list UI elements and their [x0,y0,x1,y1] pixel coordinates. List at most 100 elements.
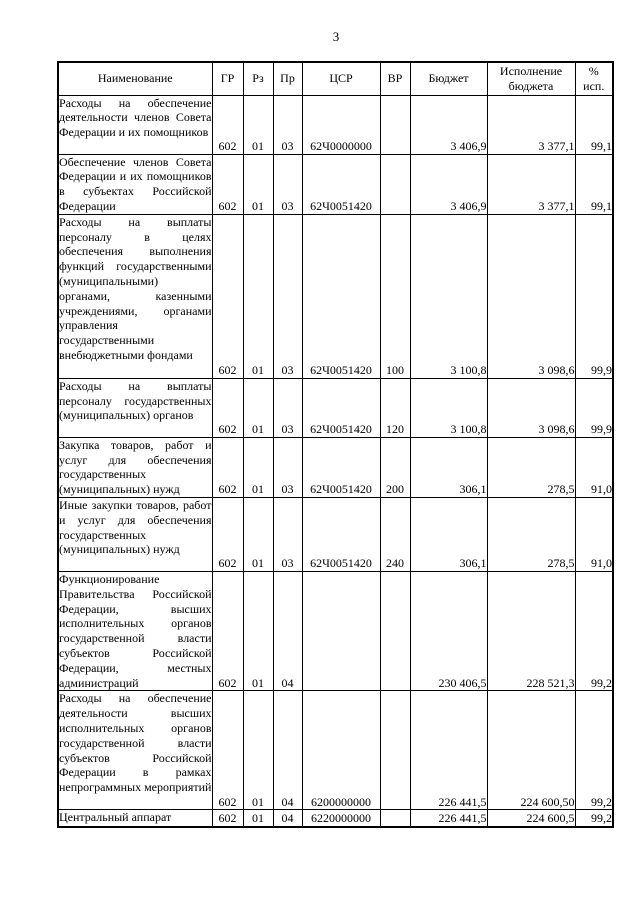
cell-percent: 99,2 [574,809,614,828]
cell-vr [379,809,411,828]
header-rz: Рз [242,61,274,96]
cell-name: Расходы на обеспечение деятельности высш… [57,690,213,811]
table-header-row: Наименование ГР Рз Пр ЦСР ВР Бюджет Испо… [57,61,614,96]
cell-execution: 3 098,6 [486,213,576,379]
cell-pr: 04 [272,809,303,828]
cell-pr: 04 [272,690,303,811]
cell-percent: 99,1 [574,153,614,215]
cell-vr [379,570,411,692]
table-row: Закупка товаров, работ и услуг для обесп… [57,436,614,498]
cell-name: Иные закупки товаров, работ и услуг для … [57,496,213,572]
cell-execution: 228 521,3 [486,570,576,692]
cell-rz: 01 [242,690,274,811]
cell-csr: 62Ч0051420 [301,377,381,438]
cell-gr: 602 [211,213,244,379]
budget-execution-table: Наименование ГР Рз Пр ЦСР ВР Бюджет Испо… [57,61,614,828]
cell-csr: 6220000000 [301,809,381,828]
cell-rz: 01 [242,377,274,438]
table-row: Расходы на выплаты персоналу в целях обе… [57,213,614,379]
cell-pr: 03 [272,153,303,215]
cell-budget: 306,1 [409,436,488,498]
table-row: Иные закупки товаров, работ и услуг для … [57,496,614,572]
table-row: Центральный аппарат 602 01 04 6220000000… [57,809,614,828]
cell-pr: 03 [272,377,303,438]
cell-budget: 230 406,5 [409,570,488,692]
cell-percent: 99,2 [574,570,614,692]
cell-name: Закупка товаров, работ и услуг для обесп… [57,436,213,498]
cell-name: Расходы на выплаты персоналу в целях обе… [57,213,213,379]
header-name: Наименование [57,61,213,96]
cell-vr: 120 [379,377,411,438]
header-percent: % исп. [574,61,614,96]
cell-vr [379,94,411,155]
cell-gr: 602 [211,690,244,811]
cell-rz: 01 [242,213,274,379]
header-budget: Бюджет [409,61,488,96]
cell-pr: 03 [272,94,303,155]
table-row: Расходы на обеспечение деятельности член… [57,94,614,155]
cell-execution: 278,5 [486,436,576,498]
cell-percent: 99,9 [574,377,614,438]
header-gr: ГР [211,61,244,96]
cell-execution: 278,5 [486,496,576,572]
cell-vr [379,153,411,215]
cell-csr: 62Ч0051420 [301,496,381,572]
cell-budget: 3 100,8 [409,377,488,438]
cell-execution: 3 377,1 [486,94,576,155]
cell-gr: 602 [211,94,244,155]
cell-vr: 100 [379,213,411,379]
cell-execution: 224 600,50 [486,690,576,811]
cell-name: Расходы на обеспечение деятельности член… [57,94,213,155]
cell-budget: 3 406,9 [409,153,488,215]
cell-csr [301,570,381,692]
cell-rz: 01 [242,809,274,828]
table-row: Обеспечение членов Совета Федерации и их… [57,153,614,215]
header-vr: ВР [379,61,411,96]
cell-execution: 3 377,1 [486,153,576,215]
cell-csr: 6200000000 [301,690,381,811]
table-row: Расходы на обеспечение деятельности высш… [57,690,614,811]
cell-vr: 200 [379,436,411,498]
header-execution: Исполнение бюджета [486,61,576,96]
cell-gr: 602 [211,153,244,215]
cell-gr: 602 [211,496,244,572]
cell-csr: 62Ч0000000 [301,94,381,155]
cell-csr: 62Ч0051420 [301,153,381,215]
header-pr: Пр [272,61,303,96]
table-row: Расходы на выплаты персоналу государстве… [57,377,614,438]
cell-percent: 91,0 [574,496,614,572]
page-number: 3 [332,29,340,44]
cell-execution: 224 600,5 [486,809,576,828]
cell-percent: 99,2 [574,690,614,811]
cell-rz: 01 [242,94,274,155]
cell-budget: 3 406,9 [409,94,488,155]
cell-rz: 01 [242,153,274,215]
cell-pr: 03 [272,496,303,572]
cell-vr [379,690,411,811]
cell-budget: 226 441,5 [409,690,488,811]
cell-gr: 602 [211,570,244,692]
cell-name: Обеспечение членов Совета Федерации и их… [57,153,213,215]
cell-pr: 03 [272,213,303,379]
cell-rz: 01 [242,496,274,572]
cell-csr: 62Ч0051420 [301,436,381,498]
cell-name: Расходы на выплаты персоналу государстве… [57,377,213,438]
cell-budget: 226 441,5 [409,809,488,828]
table-row: Функционирование Правительства Российско… [57,570,614,692]
cell-csr: 62Ч0051420 [301,213,381,379]
cell-percent: 91,0 [574,436,614,498]
cell-gr: 602 [211,436,244,498]
cell-rz: 01 [242,570,274,692]
cell-rz: 01 [242,436,274,498]
header-csr: ЦСР [301,61,381,96]
cell-pr: 03 [272,436,303,498]
cell-gr: 602 [211,377,244,438]
cell-name: Функционирование Правительства Российско… [57,570,213,692]
cell-pr: 04 [272,570,303,692]
cell-gr: 602 [211,809,244,828]
cell-name: Центральный аппарат [57,809,213,828]
cell-budget: 3 100,8 [409,213,488,379]
cell-budget: 306,1 [409,496,488,572]
cell-percent: 99,9 [574,213,614,379]
